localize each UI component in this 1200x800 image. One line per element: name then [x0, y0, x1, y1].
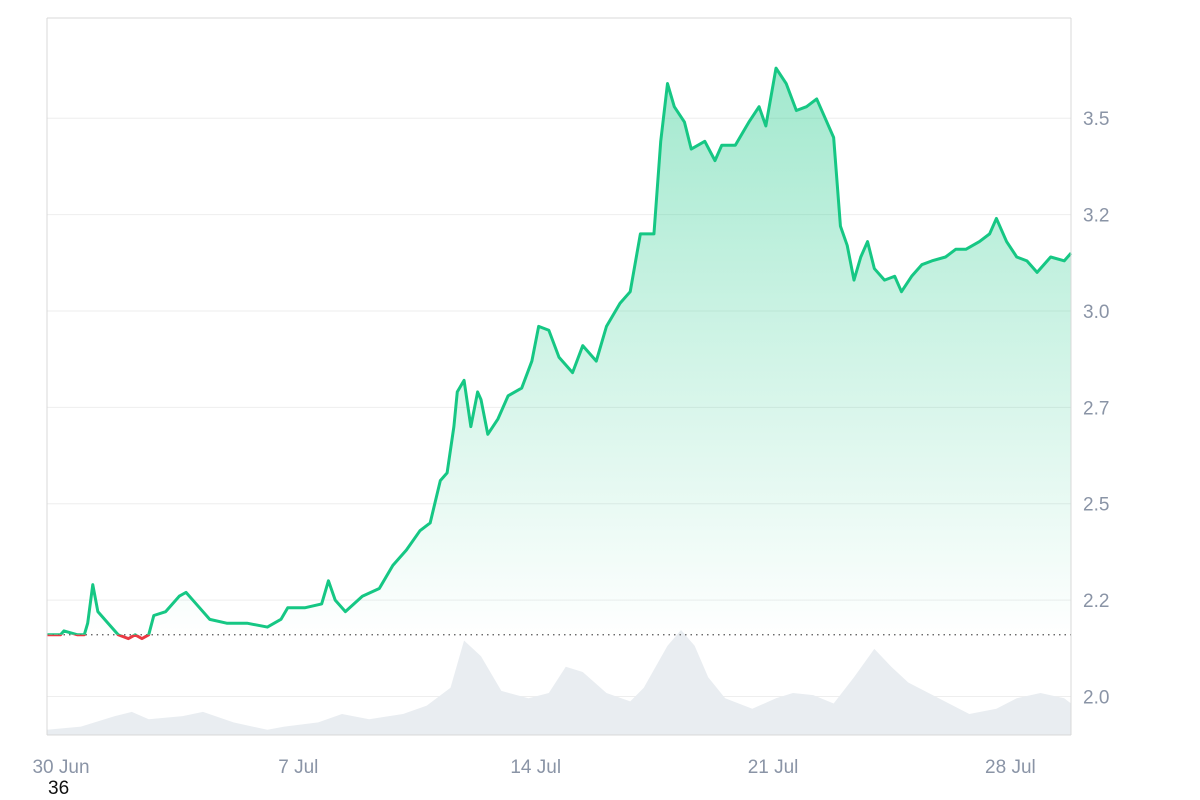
volume-area — [47, 630, 1071, 735]
x-tick-label: 14 Jul — [510, 757, 561, 778]
y-axis-ticks: 2.0 2.2 2.5 2.7 3.0 3.2 3.5 — [1083, 109, 1109, 708]
corner-note: 36 — [48, 778, 70, 799]
price-line-up — [47, 66, 1073, 635]
x-tick-label: 28 Jul — [985, 757, 1036, 778]
axis-frame — [46, 17, 1072, 736]
x-axis-ticks: 30 Jun 7 Jul 14 Jul 21 Jul 28 Jul — [32, 757, 1035, 778]
x-tick-label: 21 Jul — [748, 757, 799, 778]
y-tick-label: 2.7 — [1083, 398, 1109, 419]
y-tick-label: 3.2 — [1083, 206, 1109, 227]
y-tick-label: 3.5 — [1083, 109, 1109, 130]
y-tick-label: 2.0 — [1083, 687, 1109, 708]
y-tick-label: 2.2 — [1083, 591, 1109, 612]
x-tick-label: 30 Jun — [32, 757, 89, 778]
y-tick-label: 2.5 — [1083, 495, 1109, 516]
y-tick-label: 3.0 — [1083, 302, 1109, 323]
x-tick-label: 7 Jul — [278, 757, 318, 778]
price-area-fill — [47, 68, 1071, 635]
